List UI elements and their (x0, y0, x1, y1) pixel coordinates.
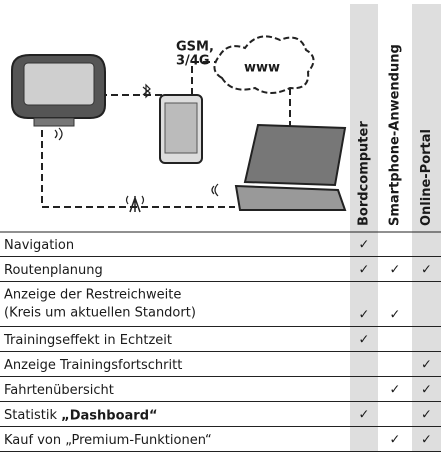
row-label: Fahrtenübersicht (4, 383, 114, 398)
column-shade (350, 4, 378, 452)
check-mark: ✓ (390, 263, 401, 278)
wifi-icon (54, 127, 63, 141)
column-header: Smartphone-Anwendung (388, 44, 403, 226)
check-mark: ✓ (421, 263, 432, 278)
cloud-icon (213, 35, 315, 94)
row-label: Navigation (4, 238, 74, 253)
row-label: Statistik „Dashboard“ (4, 408, 158, 423)
signal-icon (125, 195, 145, 205)
check-mark: ✓ (359, 333, 370, 348)
connection (41, 130, 235, 208)
check-mark: ✓ (421, 358, 432, 373)
check-mark: ✓ (421, 408, 432, 423)
check-mark: ✓ (421, 383, 432, 398)
check-mark: ✓ (421, 433, 432, 448)
laptop-base (234, 184, 347, 211)
screen (23, 62, 95, 106)
wifi-icon (211, 183, 219, 197)
row-label: (Kreis um aktuellen Standort) (4, 306, 196, 321)
check-mark: ✓ (390, 308, 401, 323)
cloud-label: www (244, 61, 280, 76)
check-mark: ✓ (359, 408, 370, 423)
column-header: Bordcomputer (357, 121, 372, 226)
row-label: Kauf von „Premium-Funktionen“ (4, 433, 212, 448)
check-mark: ✓ (390, 433, 401, 448)
row-label-bold: „Dashboard“ (61, 408, 157, 423)
antenna-icon (129, 195, 141, 213)
check-mark: ✓ (359, 308, 370, 323)
column-header: Online-Portal (419, 129, 434, 226)
check-mark: ✓ (359, 263, 370, 278)
row-label: Routenplanung (4, 263, 103, 278)
phone-screen (164, 102, 198, 154)
mount (33, 117, 75, 127)
bluetooth-icon (142, 83, 151, 99)
laptop-screen (243, 123, 347, 187)
check-mark: ✓ (359, 238, 370, 253)
network-label: 3/4G (176, 54, 210, 69)
column-shade (412, 4, 441, 452)
check-mark: ✓ (390, 383, 401, 398)
diagram (11, 35, 347, 213)
row-label: Anzeige der Restreichweite (4, 288, 181, 303)
row-label: Anzeige Trainingsfortschritt (4, 358, 182, 373)
network-label: GSM, (176, 40, 214, 55)
row-label: Trainingseffekt in Echtzeit (3, 333, 172, 348)
